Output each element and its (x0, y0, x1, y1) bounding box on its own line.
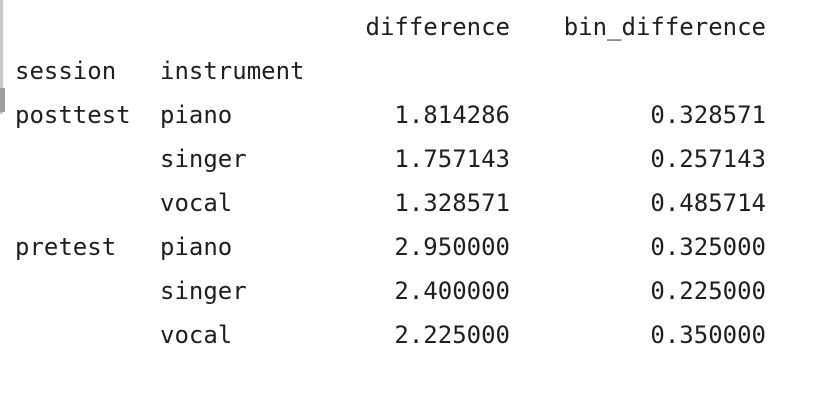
row-instrument-label: vocal (160, 321, 233, 349)
cell-bin-difference: 0.328571 (650, 101, 766, 129)
cell-difference: 1.814286 (394, 101, 510, 129)
cell-difference: 2.225000 (394, 321, 510, 349)
cell-difference: 1.757143 (394, 145, 510, 173)
row-instrument-label: vocal (160, 189, 233, 217)
cell-difference: 2.400000 (394, 277, 510, 305)
row-session-label: posttest (15, 101, 131, 129)
row-instrument-label: singer (160, 145, 247, 173)
row-session-label: pretest (15, 233, 117, 261)
cell-bin-difference: 0.257143 (650, 145, 766, 173)
row-instrument-label: piano (160, 101, 233, 129)
cell-bin-difference: 0.485714 (650, 189, 766, 217)
row-instrument-label: piano (160, 233, 233, 261)
cell-difference: 1.328571 (394, 189, 510, 217)
cell-bin-difference: 0.350000 (650, 321, 766, 349)
column-header-bin-difference: bin_difference (563, 13, 766, 41)
cell-bin-difference: 0.325000 (650, 233, 766, 261)
cell-bin-difference: 0.225000 (650, 277, 766, 305)
scroll-handle[interactable] (0, 88, 5, 112)
index-name-instrument: instrument (160, 57, 305, 85)
index-name-session: session (15, 57, 117, 85)
scrollbar-edge[interactable] (0, 0, 3, 114)
column-header-difference: difference (365, 13, 511, 41)
row-instrument-label: singer (160, 277, 247, 305)
cell-difference: 2.950000 (394, 233, 510, 261)
